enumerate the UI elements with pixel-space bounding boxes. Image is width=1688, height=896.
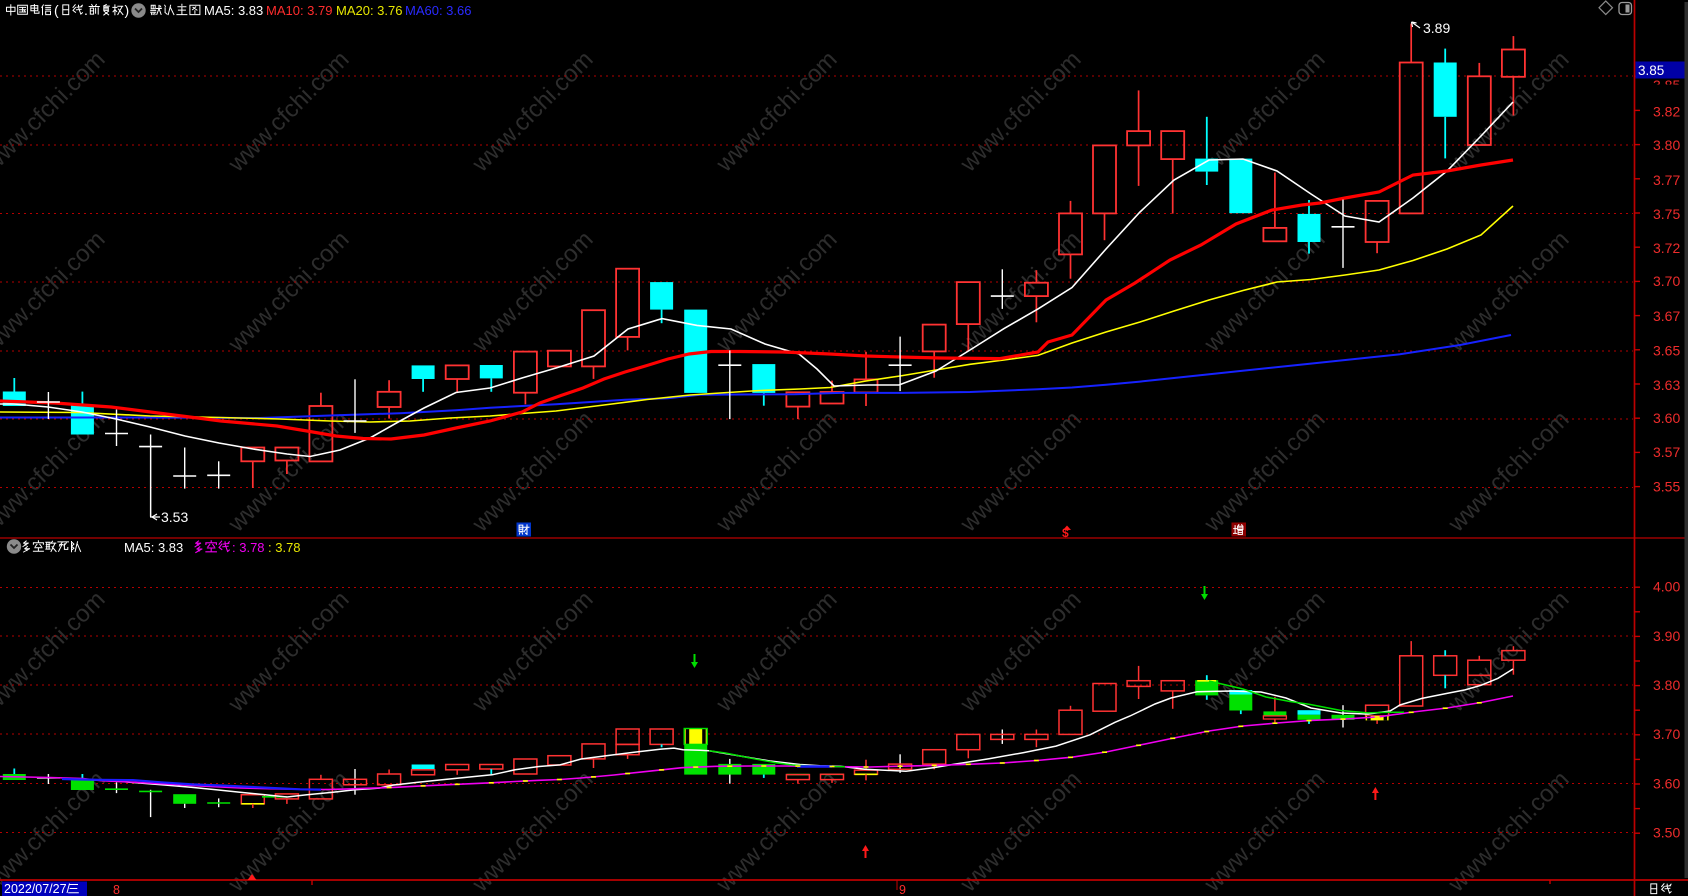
svg-text:2022/07/27/: 2022/07/27/ bbox=[4, 882, 71, 896]
svg-text:3.55: 3.55 bbox=[1653, 479, 1680, 495]
svg-text:9: 9 bbox=[899, 883, 906, 896]
svg-text:3.77: 3.77 bbox=[1653, 172, 1680, 188]
svg-text:3.90: 3.90 bbox=[1653, 628, 1680, 644]
svg-text:3.57: 3.57 bbox=[1653, 444, 1680, 460]
svg-text:: 3.78: : 3.78 bbox=[232, 540, 265, 555]
svg-text:3.89: 3.89 bbox=[1423, 20, 1450, 36]
svg-text:3.70: 3.70 bbox=[1653, 273, 1680, 289]
svg-text:3.80: 3.80 bbox=[1653, 137, 1680, 153]
svg-text:3.50: 3.50 bbox=[1653, 825, 1680, 841]
svg-text:MA20: 3.76: MA20: 3.76 bbox=[336, 3, 403, 18]
svg-text:3.65: 3.65 bbox=[1653, 343, 1680, 359]
svg-text:3.82: 3.82 bbox=[1653, 104, 1680, 120]
svg-text:3.60: 3.60 bbox=[1653, 410, 1680, 426]
svg-text:MA60: 3.66: MA60: 3.66 bbox=[405, 3, 472, 18]
svg-text:3.63: 3.63 bbox=[1653, 377, 1680, 393]
svg-text:: 3.78: : 3.78 bbox=[268, 540, 301, 555]
svg-text:.: . bbox=[84, 2, 88, 18]
svg-text:3.85: 3.85 bbox=[1638, 63, 1664, 78]
svg-text:3.60: 3.60 bbox=[1653, 776, 1680, 792]
svg-text:3.80: 3.80 bbox=[1653, 677, 1680, 693]
svg-text:3.72: 3.72 bbox=[1653, 240, 1680, 256]
svg-text:8: 8 bbox=[113, 883, 120, 896]
svg-text:4.00: 4.00 bbox=[1653, 579, 1680, 595]
svg-text:): ) bbox=[125, 2, 130, 18]
svg-text:(: ( bbox=[54, 2, 59, 18]
svg-text:MA5: 3.83: MA5: 3.83 bbox=[204, 3, 263, 18]
svg-text:MA5: 3.83: MA5: 3.83 bbox=[124, 540, 183, 555]
svg-text:MA10: 3.79: MA10: 3.79 bbox=[266, 3, 333, 18]
svg-text:$: $ bbox=[1062, 526, 1069, 540]
svg-text:3.53: 3.53 bbox=[161, 509, 188, 525]
svg-text:3.75: 3.75 bbox=[1653, 206, 1680, 222]
svg-text:3.67: 3.67 bbox=[1653, 308, 1680, 324]
svg-text:3.70: 3.70 bbox=[1653, 726, 1680, 742]
